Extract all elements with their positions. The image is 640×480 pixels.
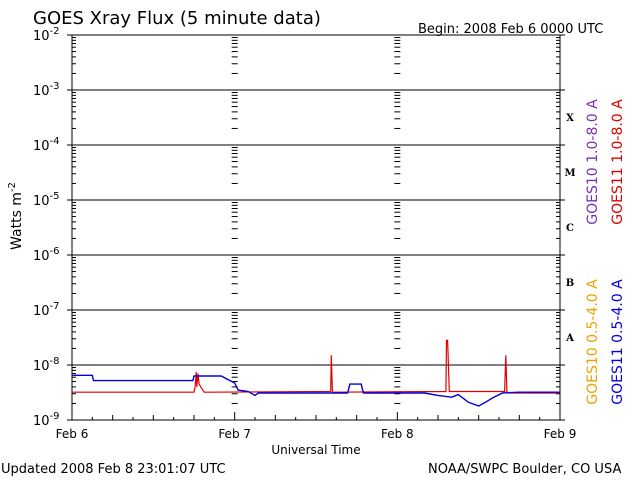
plot-frame	[71, 34, 561, 421]
y-axis-label: Watts m-2	[7, 182, 25, 250]
y-tick-label: 10-2	[33, 26, 60, 44]
legend-entry: GOES11 0.5-4.0 A	[610, 279, 626, 405]
begin-date: Begin: 2008 Feb 6 0000 UTC	[418, 22, 603, 37]
y-tick-label: 10-4	[33, 136, 60, 154]
y-tick-label: 10-8	[33, 356, 60, 374]
y-tick-label: 10-3	[33, 81, 60, 99]
flare-class-label: A	[565, 333, 574, 344]
flare-class-label: C	[566, 223, 574, 234]
x-tick-label: Feb 9	[544, 427, 577, 441]
legend-entry: GOES10 1.0-8.0 A	[585, 99, 601, 225]
y-tick-label: 10-5	[33, 191, 60, 209]
x-tick-label: Feb 6	[56, 427, 89, 441]
x-tick-label: Feb 8	[381, 427, 414, 441]
legend-entry: GOES10 0.5-4.0 A	[585, 279, 601, 405]
x-tick-label: Feb 7	[218, 427, 251, 441]
flare-class-label: X	[566, 113, 574, 124]
credit-text: NOAA/SWPC Boulder, CO USA	[428, 462, 621, 477]
chart-title: GOES Xray Flux (5 minute data)	[33, 8, 321, 29]
legend-entry: GOES11 1.0-8.0 A	[610, 99, 626, 225]
updated-timestamp: Updated 2008 Feb 8 23:01:07 UTC	[1, 462, 226, 477]
y-tick-label: 10-7	[33, 301, 60, 319]
series-line-goes11-short	[72, 374, 560, 407]
x-axis-label: Universal Time	[271, 443, 360, 457]
flare-class-label: B	[566, 278, 574, 289]
y-tick-label: 10-9	[33, 411, 60, 429]
y-tick-label: 10-6	[33, 246, 60, 264]
flare-class-label: M	[564, 168, 575, 179]
series-line-goes11-long	[72, 339, 560, 394]
